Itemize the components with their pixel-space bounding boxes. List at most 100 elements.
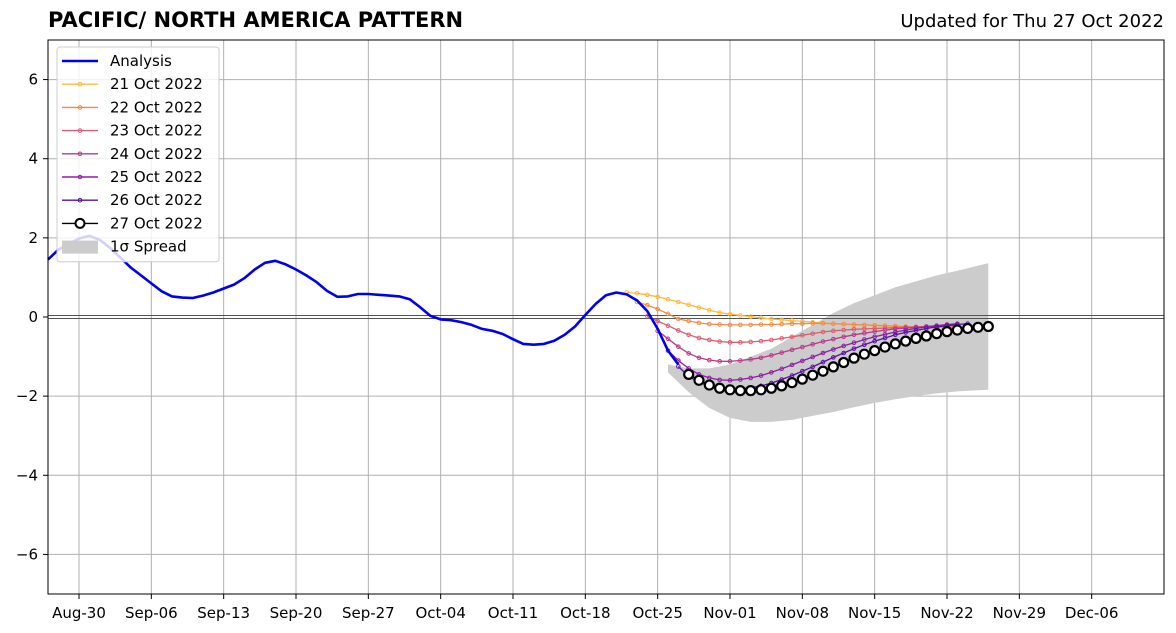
y-tick-label: −2 — [16, 387, 38, 405]
forecast-point — [820, 321, 826, 326]
forecast-point — [758, 315, 764, 321]
forecast-point — [769, 316, 774, 322]
forecast-point — [645, 292, 650, 298]
forecast-point — [779, 366, 784, 372]
forecast-point — [758, 338, 764, 344]
forecast-point — [717, 377, 722, 383]
forecast-point — [831, 355, 836, 360]
forecast-series-7 — [683, 320, 994, 397]
x-tick-label: Oct-11 — [488, 604, 538, 622]
x-tick-label: Oct-25 — [632, 604, 682, 622]
forecast-point — [758, 373, 764, 378]
forecast-point — [820, 339, 826, 344]
forecast-point — [758, 355, 764, 361]
legend-item: 1σ Spread — [62, 238, 187, 256]
forecast-point — [707, 307, 712, 313]
forecast-point — [717, 359, 722, 364]
x-tick-label: Oct-04 — [415, 604, 465, 622]
analysis-line — [47, 234, 680, 366]
x-tick-label: Sep-13 — [197, 604, 250, 622]
forecast-point — [696, 355, 702, 361]
forecast-point — [882, 327, 888, 333]
legend-marker — [77, 151, 83, 157]
forecast-point — [748, 314, 753, 319]
forecast-point — [800, 358, 805, 364]
forecast-point — [758, 322, 764, 327]
forecast-point — [951, 324, 963, 336]
forecast-point — [831, 328, 836, 334]
legend-item: Analysis — [62, 52, 172, 70]
forecast-point — [769, 337, 774, 343]
forecast-point — [655, 306, 660, 312]
forecast-point — [676, 344, 681, 349]
forecast-point — [755, 384, 767, 396]
forecast-point — [727, 340, 733, 345]
forecast-point — [738, 322, 743, 328]
legend-box — [56, 46, 220, 263]
forecast-point — [676, 328, 681, 333]
forecast-point — [800, 368, 805, 374]
forecast-point — [707, 357, 712, 363]
y-tick-label: 0 — [28, 308, 38, 326]
forecast-point — [693, 374, 705, 386]
forecast-point — [848, 352, 860, 364]
forecast-point — [707, 321, 712, 327]
spread-band — [668, 263, 989, 422]
forecast-point — [841, 343, 846, 349]
forecast-point — [827, 361, 839, 373]
forecast-point — [913, 328, 919, 333]
legend-marker — [74, 217, 86, 229]
forecast-point — [810, 364, 815, 370]
legend-item: 24 Oct 2022 — [62, 145, 203, 163]
forecast-point — [841, 350, 846, 356]
forecast-point — [851, 340, 857, 346]
forecast-point — [676, 364, 681, 369]
forecast-point — [862, 326, 867, 332]
legend-label: 27 Oct 2022 — [110, 214, 203, 232]
forecast-point — [738, 377, 743, 382]
forecast-point — [776, 380, 788, 392]
x-tick-label: Aug-30 — [52, 604, 106, 622]
forecast-point — [862, 337, 867, 342]
chart-title: PACIFIC/ NORTH AMERICA PATTERN — [48, 8, 464, 32]
legend-marker — [77, 174, 83, 180]
forecast-point — [738, 340, 743, 345]
forecast-point — [769, 370, 774, 375]
forecast-point — [851, 346, 857, 351]
forecast-point — [862, 342, 867, 348]
forecast-point — [851, 322, 857, 327]
forecast-point — [779, 350, 784, 355]
forecast-point — [972, 321, 984, 333]
forecast-point — [703, 379, 715, 391]
forecast-point — [707, 337, 712, 343]
y-axis: −6 −4 −2 0 2 4 6 — [16, 71, 48, 563]
legend-label: 1σ Spread — [110, 238, 187, 256]
forecast-point — [841, 334, 846, 340]
forecast-point — [655, 318, 660, 324]
zero-line — [48, 315, 1164, 319]
forecast-point — [727, 311, 733, 317]
legend-marker — [77, 197, 83, 203]
legend-swatch — [62, 240, 98, 254]
forecast-point — [962, 322, 974, 335]
forecast-point — [665, 336, 671, 342]
legend-label: 26 Oct 2022 — [110, 191, 203, 209]
forecast-point — [810, 331, 815, 336]
legend-label: 23 Oct 2022 — [110, 122, 203, 140]
legend-marker — [77, 81, 83, 87]
x-tick-label: Nov-22 — [920, 604, 973, 622]
forecast-point — [820, 359, 826, 365]
forecast-point — [645, 302, 650, 308]
forecast-point — [676, 299, 681, 305]
forecast-point — [800, 344, 805, 350]
forecast-point — [838, 356, 850, 369]
series-layer — [47, 234, 994, 397]
legend-marker — [77, 105, 83, 110]
forecast-point — [738, 358, 743, 363]
forecast-point — [879, 341, 891, 353]
forecast-point — [924, 326, 929, 331]
forecast-point — [686, 318, 691, 324]
forecast-point — [810, 354, 815, 360]
forecast-point — [820, 350, 826, 356]
